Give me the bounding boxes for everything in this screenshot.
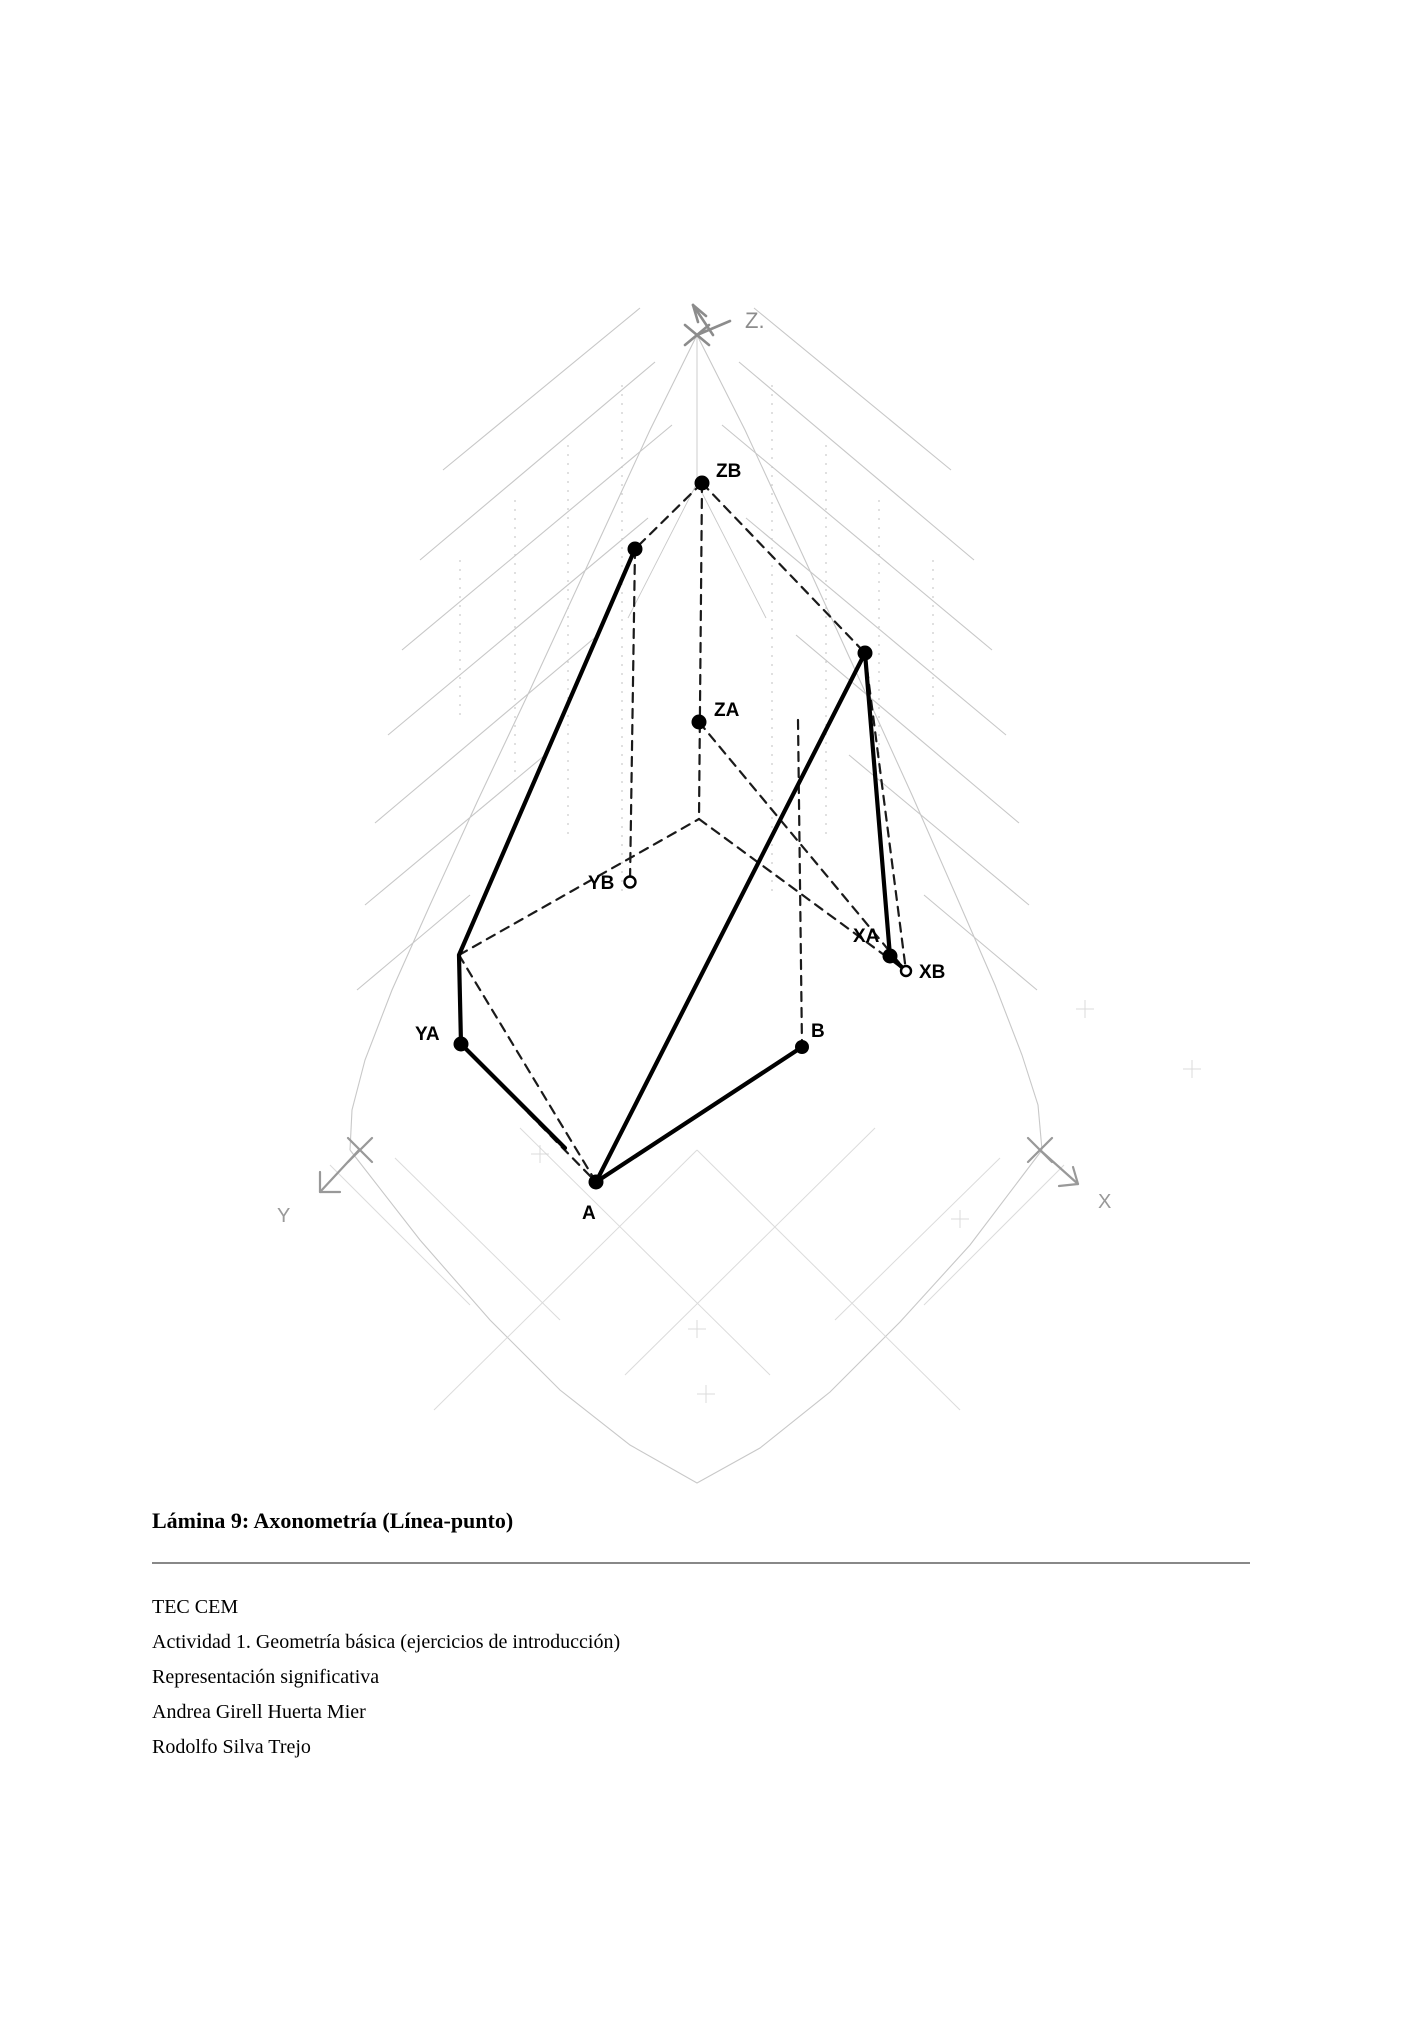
svg-text:YB: YB xyxy=(588,873,614,894)
svg-text:YA: YA xyxy=(415,1024,440,1045)
svg-text:Z.: Z. xyxy=(745,308,765,333)
svg-text:X: X xyxy=(1098,1191,1111,1213)
svg-text:B: B xyxy=(811,1021,825,1042)
svg-text:XA: XA xyxy=(853,926,880,947)
svg-text:ZA: ZA xyxy=(714,700,740,721)
svg-text:A: A xyxy=(582,1203,596,1224)
svg-text:Y: Y xyxy=(277,1205,290,1227)
svg-text:ZB: ZB xyxy=(716,461,741,482)
svg-text:XB: XB xyxy=(919,962,945,983)
